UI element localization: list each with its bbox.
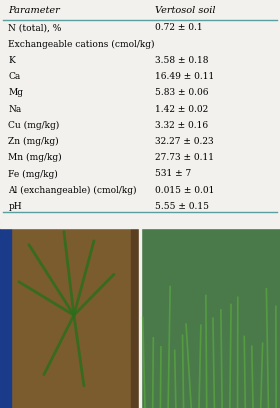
Text: 3.32 ± 0.16: 3.32 ± 0.16 <box>155 121 209 130</box>
Text: Al (exchangeable) (cmol/kg): Al (exchangeable) (cmol/kg) <box>8 186 137 195</box>
Text: Ca: Ca <box>8 72 21 81</box>
Bar <box>139 222 141 408</box>
Text: 1.42 ± 0.02: 1.42 ± 0.02 <box>155 104 209 113</box>
Text: Mg: Mg <box>8 88 24 97</box>
Bar <box>0 222 280 228</box>
Text: Na: Na <box>8 104 22 113</box>
Text: 3.58 ± 0.18: 3.58 ± 0.18 <box>155 56 209 65</box>
Text: 32.27 ± 0.23: 32.27 ± 0.23 <box>155 137 214 146</box>
Text: 531 ± 7: 531 ± 7 <box>155 169 192 178</box>
Text: Parameter: Parameter <box>8 6 60 15</box>
Text: K: K <box>8 56 15 65</box>
Text: 16.49 ± 0.11: 16.49 ± 0.11 <box>155 72 215 81</box>
Text: Exchangeable cations (cmol/kg): Exchangeable cations (cmol/kg) <box>8 40 155 49</box>
Text: 0.015 ± 0.01: 0.015 ± 0.01 <box>155 186 215 195</box>
Text: 27.73 ± 0.11: 27.73 ± 0.11 <box>155 153 214 162</box>
Text: 5.83 ± 0.06: 5.83 ± 0.06 <box>155 88 209 97</box>
Bar <box>131 222 139 408</box>
Text: Mn (mg/kg): Mn (mg/kg) <box>8 153 62 162</box>
Text: pH: pH <box>8 202 22 211</box>
Text: Fe (mg/kg): Fe (mg/kg) <box>8 169 58 179</box>
Bar <box>0 222 139 408</box>
Text: Vertosol soil: Vertosol soil <box>155 6 216 15</box>
Text: 5.55 ± 0.15: 5.55 ± 0.15 <box>155 202 209 211</box>
Text: Cu (mg/kg): Cu (mg/kg) <box>8 121 60 130</box>
Bar <box>0 222 11 408</box>
Text: N (total), %: N (total), % <box>8 23 62 32</box>
Bar <box>141 222 280 408</box>
Text: Zn (mg/kg): Zn (mg/kg) <box>8 137 59 146</box>
Text: 0.72 ± 0.1: 0.72 ± 0.1 <box>155 23 203 32</box>
